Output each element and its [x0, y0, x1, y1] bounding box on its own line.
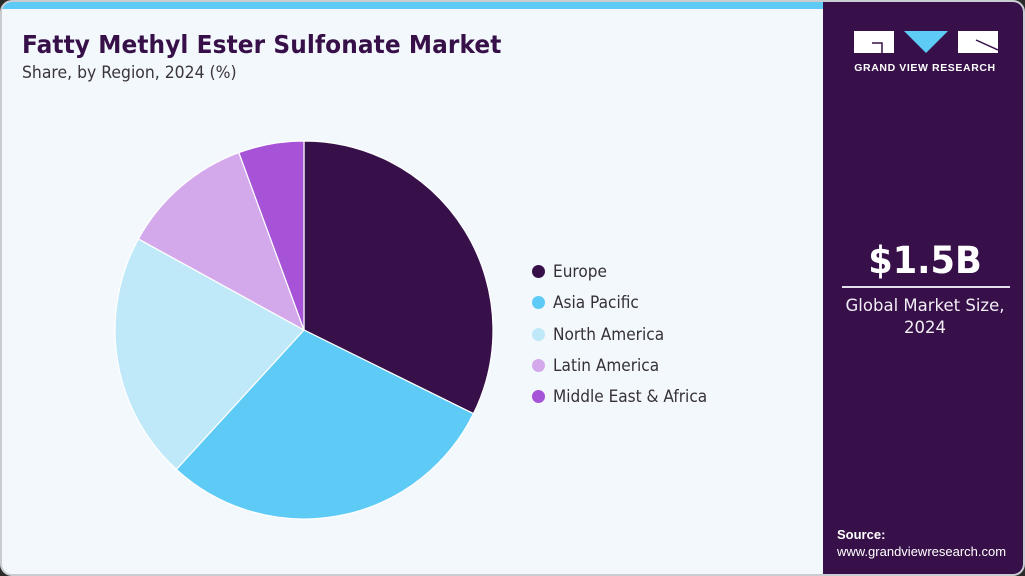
pie-slice-middle-east-africa: [238, 140, 305, 331]
gvr-logo-icon: [854, 31, 998, 53]
legend-item: North America: [532, 319, 719, 350]
legend-label: Europe: [553, 262, 607, 282]
source-url[interactable]: www.grandviewresearch.com: [837, 544, 1007, 559]
legend-item: Asia Pacific: [532, 287, 719, 318]
legend-label: Middle East & Africa: [553, 387, 708, 407]
legend-dot-icon: [532, 359, 545, 373]
divider: [842, 286, 1010, 288]
source-label: Source:: [837, 527, 886, 542]
legend-dot-icon: [532, 390, 545, 404]
legend-dot-icon: [532, 327, 545, 341]
chart-legend: Europe Asia Pacific North America Latin Ame…: [532, 256, 719, 412]
brand-name: GRAND VIEW RESEARCH: [854, 62, 996, 74]
market-size-label: Global Market Size, 2024: [845, 296, 1005, 337]
legend-dot-icon: [532, 265, 545, 279]
accent-bar: [2, 2, 825, 9]
pie-slice-europe: [303, 140, 494, 415]
legend-label: North America: [553, 324, 665, 344]
legend-item: Europe: [532, 256, 719, 287]
market-size-value: $1.5B: [868, 239, 982, 282]
pie-chart: [114, 140, 494, 520]
pie-slice-latin-america: [137, 151, 306, 332]
legend-label: Latin America: [553, 356, 660, 376]
pie-slice-asia-pacific: [175, 329, 475, 520]
chart-subtitle: Share, by Region, 2024 (%): [22, 63, 237, 83]
summary-panel: GRAND VIEW RESEARCH $1.5B Global Market …: [823, 2, 1023, 574]
legend-dot-icon: [532, 296, 545, 310]
legend-item: Latin America: [532, 350, 719, 381]
legend-item: Middle East & Africa: [532, 381, 719, 412]
chart-title: Fatty Methyl Ester Sulfonate Market: [22, 30, 502, 59]
pie-slice-north-america: [114, 238, 305, 471]
legend-label: Asia Pacific: [553, 293, 639, 313]
